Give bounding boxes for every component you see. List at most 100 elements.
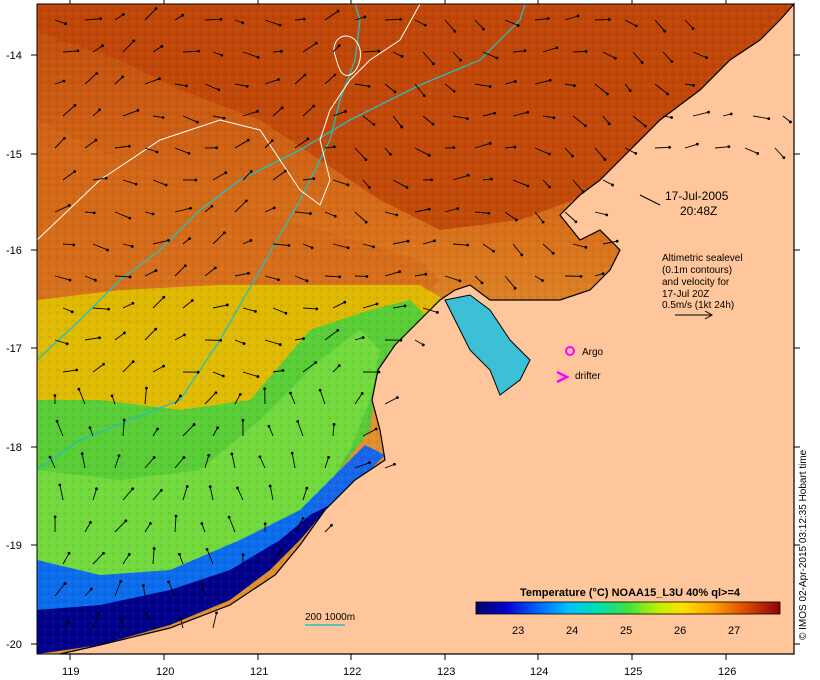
velocity-arrow-head: [164, 183, 168, 187]
velocity-arrow-head: [197, 49, 201, 53]
velocity-arrow: [92, 45, 103, 53]
velocity-arrow-head: [183, 333, 186, 337]
velocity-arrow: [272, 170, 286, 181]
map-frame: [36, 3, 795, 655]
velocity-arrow-head: [101, 44, 104, 48]
latitude-axis: -14 -15 -16 -17 -18 -19 -20: [6, 50, 22, 651]
velocity-arrow: [146, 613, 154, 629]
velocity-arrow: [324, 10, 339, 21]
velocity-arrow: [144, 388, 147, 405]
velocity-arrow: [534, 18, 549, 21]
velocity-arrow: [384, 18, 401, 21]
velocity-arrow-head: [314, 361, 318, 364]
velocity-arrow: [122, 109, 138, 117]
velocity-arrow: [242, 307, 256, 312]
velocity-arrow: [414, 19, 426, 26]
velocity-arrow-head: [613, 56, 617, 60]
velocity-arrow-head: [526, 184, 530, 188]
velocity-arrow: [534, 211, 544, 223]
velocity-arrow-head: [187, 151, 191, 155]
velocity-arrows: [48, 7, 792, 629]
velocity-arrow: [84, 522, 91, 533]
velocity-arrow: [362, 303, 378, 309]
lat-tick-14: -14: [6, 50, 22, 62]
velocity-arrow: [542, 115, 554, 119]
velocity-arrow: [572, 115, 586, 127]
velocity-arrow: [291, 453, 296, 469]
velocity-arrow-head: [523, 49, 527, 53]
velocity-arrow: [264, 275, 279, 281]
velocity-arrow: [624, 147, 636, 154]
velocity-arrow: [392, 305, 406, 309]
velocity-arrow-head: [692, 83, 696, 87]
velocity-arrow: [142, 585, 146, 597]
velocity-arrow: [59, 484, 64, 501]
velocity-arrow: [174, 457, 185, 469]
velocity-arrow-head: [336, 328, 340, 332]
velocity-arrow: [114, 581, 122, 597]
velocity-arrow: [482, 112, 495, 117]
velocity-arrow: [54, 80, 65, 85]
velocity-arrow: [92, 613, 100, 629]
velocity-arrow: [212, 612, 217, 629]
velocity-arrow: [111, 395, 116, 405]
velocity-arrow-head: [121, 12, 125, 16]
velocity-arrow-head: [552, 116, 556, 120]
velocity-arrow: [594, 211, 607, 216]
velocity-arrow-head: [249, 238, 253, 242]
velocity-arrow-head: [185, 485, 189, 488]
velocity-arrow: [174, 334, 185, 341]
velocity-arrow-head: [603, 158, 607, 161]
velocity-arrow-head: [433, 239, 436, 243]
velocity-arrow-head: [215, 146, 218, 150]
velocity-arrow-head: [142, 584, 145, 587]
velocity-arrow: [294, 338, 304, 341]
velocity-arrow-head: [584, 49, 588, 53]
velocity-arrow: [564, 211, 577, 223]
velocity-arrow-head: [145, 612, 148, 615]
velocity-arrow: [384, 271, 400, 277]
velocity-arrow-head: [666, 92, 669, 96]
velocity-arrow-head: [247, 271, 250, 275]
velocity-arrow: [444, 19, 456, 32]
velocity-arrow-head: [514, 218, 518, 222]
lon-tick-119: 119: [62, 666, 80, 678]
velocity-arrow-head: [256, 375, 260, 378]
velocity-arrow-head: [216, 426, 220, 430]
velocity-arrow: [237, 487, 244, 501]
velocity-arrow-head: [573, 84, 576, 88]
velocity-arrow: [534, 147, 550, 155]
velocity-arrow: [92, 177, 107, 181]
velocity-arrow: [602, 115, 610, 124]
velocity-arrow: [444, 83, 455, 92]
lon-tick-125: 125: [624, 666, 642, 678]
velocity-arrow: [542, 179, 550, 188]
lat-tick-16: -16: [6, 245, 22, 257]
velocity-arrow: [152, 115, 164, 118]
velocity-arrow-head: [372, 245, 375, 249]
velocity-arrow: [414, 273, 426, 277]
velocity-arrow-head: [767, 117, 771, 121]
velocity-arrow: [89, 427, 94, 437]
velocity-arrow-head: [89, 587, 93, 591]
velocity-arrow-head: [132, 39, 136, 43]
velocity-arrow-head: [224, 171, 228, 175]
velocity-arrow: [354, 393, 363, 405]
velocity-arrow-head: [555, 46, 559, 50]
velocity-arrow: [122, 488, 134, 501]
velocity-arrow-head: [663, 29, 667, 33]
velocity-arrow-head: [424, 272, 428, 276]
velocity-arrow-head: [296, 420, 300, 423]
imos-credit: © IMOS 02-Apr-2015 03:12:35 Hobart time: [798, 449, 809, 640]
velocity-arrow: [684, 143, 698, 149]
velocity-arrow: [84, 18, 101, 21]
velocity-arrow-head: [584, 245, 588, 249]
velocity-arrow: [212, 172, 226, 181]
lat-tick-18: -18: [6, 442, 22, 454]
velocity-arrow-head: [430, 178, 434, 182]
velocity-arrow: [354, 462, 370, 469]
velocity-arrow-head: [607, 122, 611, 126]
velocity-arrow-head: [219, 17, 223, 21]
axis-tick-marks: [31, 0, 800, 660]
